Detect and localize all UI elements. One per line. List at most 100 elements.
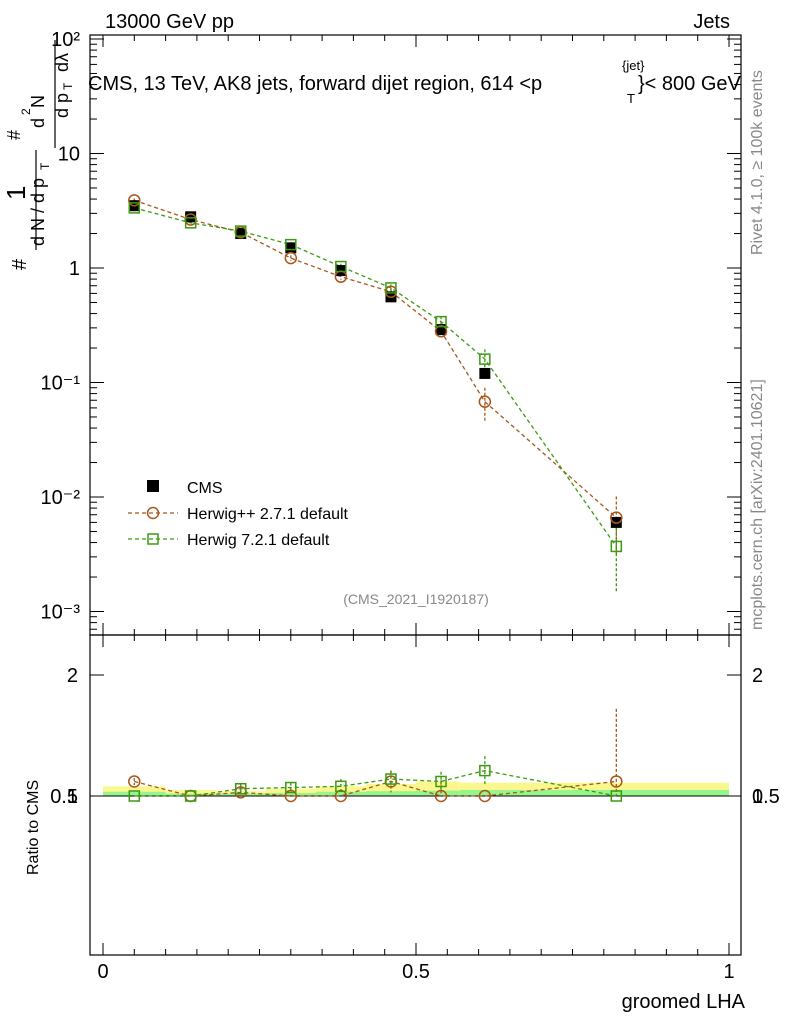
svg-text:#: # xyxy=(4,130,24,140)
rivet-label: Rivet 4.1.0, ≥ 100k events xyxy=(749,70,766,255)
main-y-tick-label: 1 xyxy=(69,258,80,280)
x-tick-label: 0.5 xyxy=(402,961,430,983)
x-tick-labels: 0 0.5 1 xyxy=(97,961,734,983)
herwig7-ratio-point xyxy=(184,790,197,802)
header-right: Jets xyxy=(693,11,730,33)
legend-marker-herwig7 xyxy=(147,533,159,545)
cms-data-point xyxy=(285,242,297,254)
herwigpp-ratio-point xyxy=(434,789,448,803)
ratio-y-tick-labels: 0.5 0.51 12 2 xyxy=(50,665,780,808)
svg-text:dλ: dλ xyxy=(52,53,72,72)
ratio-y-tick-label-right: 1 xyxy=(752,786,763,808)
herwig7-point xyxy=(435,315,447,328)
ratio-line-2 xyxy=(134,769,617,797)
herwigpp-point xyxy=(434,325,448,338)
svg-text:d N / d p: d N / d p xyxy=(28,178,48,246)
legend: CMS Herwig++ 2.7.1 default Herwig 7.2.1 … xyxy=(128,480,349,549)
herwig7-ratio-point xyxy=(435,775,447,788)
ratio-band-inner xyxy=(459,789,510,796)
svg-text:d: d xyxy=(28,118,48,128)
cms-data-point xyxy=(479,367,491,379)
series-line-1 xyxy=(134,199,617,519)
herwigpp-point xyxy=(610,511,623,524)
herwig7-ratio-point xyxy=(479,764,491,777)
main-y-axis-label: # 1 d N / d p T # d 2 N d p T dλ xyxy=(1,40,75,270)
svg-text:N: N xyxy=(28,95,48,108)
svg-text:2: 2 xyxy=(19,108,33,115)
ratio-band-inner xyxy=(265,792,316,796)
mcplots-label: mcplots.cern.ch [arXiv:2401.10621] xyxy=(749,379,766,630)
herwig7-ratio-point xyxy=(234,782,247,795)
chart-title-group: CMS, 13 TeV, AK8 jets, forward dijet reg… xyxy=(88,58,742,106)
ratio-y-tick-label-right: 2 xyxy=(752,665,763,687)
svg-text:T: T xyxy=(38,162,52,170)
cms-data-point xyxy=(235,228,247,240)
main-y-tick-label: 10² xyxy=(51,29,80,51)
main-y-tick-label: 10⁻³ xyxy=(41,602,81,624)
chart-title-subscript: T xyxy=(627,91,635,106)
herwig7-ratio-point xyxy=(128,790,141,802)
x-tick-label: 0 xyxy=(97,961,108,983)
ratio-band-inner xyxy=(509,789,729,796)
herwigpp-point xyxy=(128,194,141,207)
herwigpp-ratio-point xyxy=(128,775,141,788)
cms-data-point xyxy=(435,324,447,336)
ratio-y-tick-label: 1 xyxy=(67,786,78,808)
legend-marker-herwigpp xyxy=(146,506,160,520)
herwigpp-ratio-point xyxy=(284,789,298,803)
herwig7-ratio-point xyxy=(285,781,297,794)
main-y-tick-label: 10 xyxy=(58,144,80,166)
ratio-uncertainty-bands xyxy=(103,781,729,796)
main-series-layer xyxy=(128,194,623,592)
herwigpp-ratio-point xyxy=(334,789,348,803)
herwig7-point xyxy=(335,260,347,273)
herwig7-ratio-point xyxy=(385,773,397,785)
herwig7-ratio-point xyxy=(610,790,623,802)
ratio-y-tick-label-right: 0.5 xyxy=(752,786,780,808)
herwigpp-ratio-point xyxy=(610,775,623,788)
ratio-band-inner xyxy=(315,791,366,796)
svg-text:d p: d p xyxy=(52,93,72,118)
ratio-series-layer xyxy=(128,708,623,803)
herwig7-point xyxy=(234,225,247,237)
herwig7-point xyxy=(385,282,397,294)
ratio-band-inner xyxy=(215,793,266,796)
ratio-band-inner xyxy=(165,793,216,796)
herwig7-ratio-point xyxy=(335,780,347,793)
main-y-tick-label: 10⁻² xyxy=(41,487,81,509)
chart-title-tail: }< 800 GeV xyxy=(638,73,742,95)
herwig7-point xyxy=(610,540,623,553)
herwig7-point xyxy=(285,238,297,251)
x-tick-label: 1 xyxy=(723,961,734,983)
ratio-y-tick-label: 0.5 xyxy=(50,786,78,808)
legend-label-cms: CMS xyxy=(187,480,223,497)
ratio-y-tick-label: 2 xyxy=(67,665,78,687)
legend-marker-cms xyxy=(147,480,159,492)
chart-title-superscript: {jet} xyxy=(622,58,645,73)
cms-data-point xyxy=(185,211,197,223)
main-y-tick-labels: 10⁻³ 10⁻² 10⁻¹ 1 10 10² xyxy=(41,29,81,624)
herwigpp-point xyxy=(478,395,492,408)
cms-data-point xyxy=(610,516,622,528)
analysis-id: (CMS_2021_I1920187) xyxy=(343,591,489,607)
svg-text:T: T xyxy=(61,82,75,90)
svg-text:#: # xyxy=(9,258,31,270)
herwig7-point xyxy=(128,202,141,214)
main-y-tick-label: 10⁻¹ xyxy=(41,373,81,395)
herwig7-point xyxy=(184,217,197,229)
legend-label-herwigpp: Herwig++ 2.7.1 default xyxy=(187,506,349,523)
ratio-y-axis-label: Ratio to CMS xyxy=(25,780,42,875)
herwig7-point xyxy=(479,353,491,365)
svg-text:1: 1 xyxy=(1,186,31,200)
ratio-band-inner xyxy=(365,791,416,796)
header-left: 13000 GeV pp xyxy=(105,11,234,33)
ratio-band-inner xyxy=(103,791,166,796)
x-axis-label: groomed LHA xyxy=(622,991,746,1013)
herwigpp-point xyxy=(284,251,298,265)
chart-title: CMS, 13 TeV, AK8 jets, forward dijet reg… xyxy=(88,73,542,95)
axis-ticks xyxy=(90,35,741,955)
herwigpp-ratio-point xyxy=(478,789,492,803)
ratio-band-outer xyxy=(165,789,216,796)
ratio-band-inner xyxy=(416,790,460,796)
